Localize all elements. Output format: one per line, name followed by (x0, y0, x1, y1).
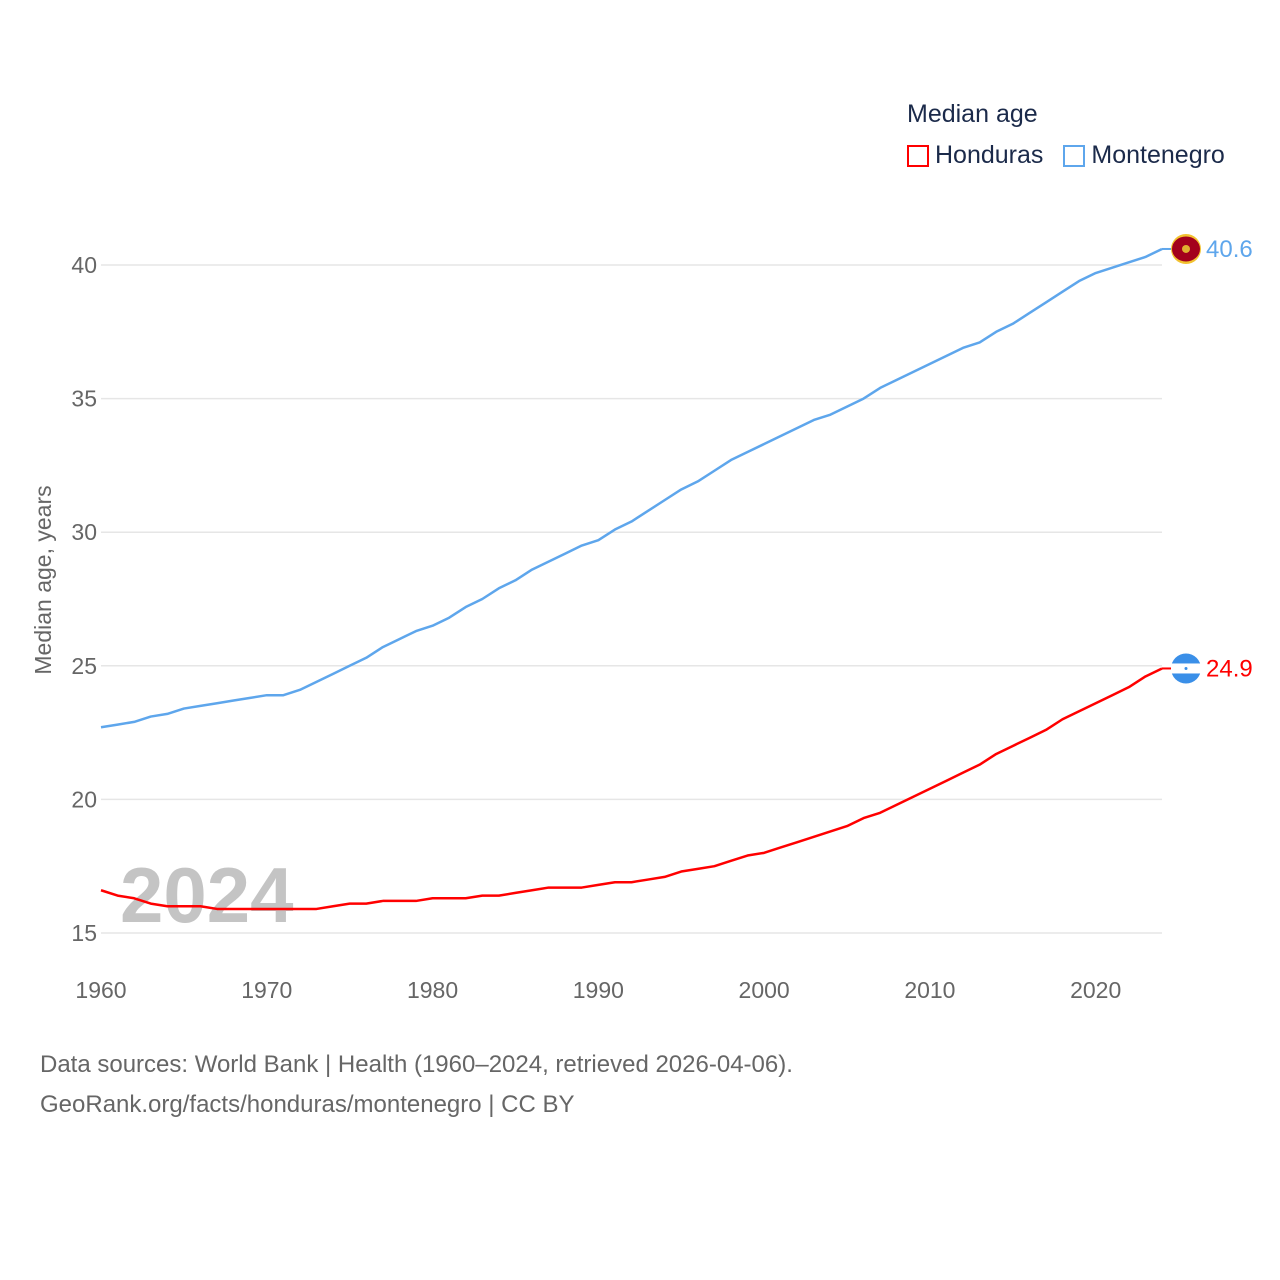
montenegro-flag-icon (1171, 233, 1201, 264)
x-tick-label: 1960 (75, 977, 126, 1003)
end-value-label: 24.9 (1206, 655, 1253, 682)
legend-swatch-montenegro (1063, 144, 1086, 167)
legend-title: Median age (907, 100, 1038, 128)
series-line-honduras (100, 667, 1163, 911)
x-tick-label: 1980 (407, 977, 458, 1003)
x-tick-label: 2000 (739, 977, 790, 1003)
x-tick-label: 1990 (573, 977, 624, 1003)
x-tick-label: 1970 (241, 977, 292, 1003)
y-tick-label: 15 (71, 920, 97, 946)
source-line-2[interactable]: GeoRank.org/facts/honduras/montenegro | … (40, 1091, 575, 1118)
legend-item-montenegro[interactable]: Montenegro (1063, 141, 1225, 170)
source-note: Data sources: World Bank | Health (1960–… (40, 1045, 793, 1125)
series-line-montenegro (100, 247, 1163, 729)
x-tick-label: 2020 (1070, 977, 1121, 1003)
end-value-label: 40.6 (1206, 236, 1253, 263)
y-tick-label: 40 (71, 252, 97, 278)
y-tick-label: 20 (71, 786, 97, 812)
legend-item-honduras[interactable]: Honduras (907, 141, 1043, 170)
y-tick-label: 25 (71, 653, 97, 679)
x-tick-label: 2010 (904, 977, 955, 1003)
source-line-1: Data sources: World Bank | Health (1960–… (40, 1051, 793, 1078)
y-axis-label: Median age, years (30, 485, 56, 674)
legend: Median age Honduras Montenegro (907, 100, 1225, 170)
honduras-flag-icon (1171, 653, 1201, 684)
legend-swatch-honduras (907, 144, 929, 167)
legend-label: Montenegro (1091, 141, 1225, 169)
watermark-year: 2024 (120, 851, 294, 939)
legend-label: Honduras (935, 141, 1044, 169)
y-tick-label: 35 (71, 386, 97, 412)
y-tick-label: 30 (71, 519, 97, 545)
